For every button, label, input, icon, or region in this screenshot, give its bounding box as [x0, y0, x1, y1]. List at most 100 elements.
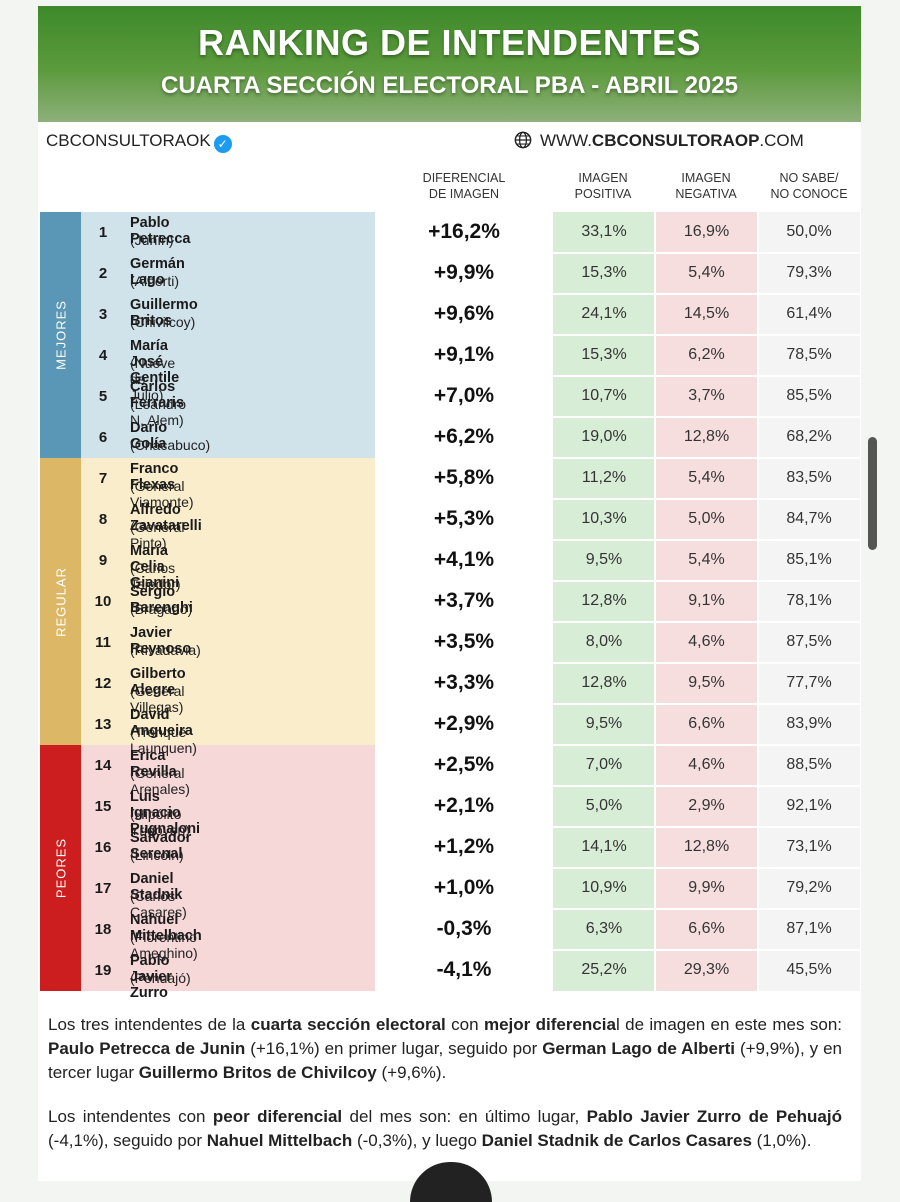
rank-number: 17 [94, 880, 112, 897]
nosabe-column-background [758, 212, 860, 991]
municipality: (Trenque Launquen) [130, 724, 197, 756]
municipality: (Florentino Ameghino) [130, 929, 198, 961]
no-sabe-value: 68,2% [786, 428, 832, 445]
row-divider [553, 826, 860, 828]
image-differential: +2,1% [433, 794, 495, 817]
mayor-name: Salvador Serenal [130, 830, 192, 862]
positive-image-value: 25,2% [581, 961, 627, 978]
row-divider [553, 580, 860, 582]
bold-text: Nahuel Mittelbach [206, 1131, 353, 1150]
bold-text: Pablo Javier Zurro de Pehuajó [586, 1107, 842, 1126]
image-differential: +2,5% [433, 753, 495, 776]
image-differential: -0,3% [436, 917, 492, 940]
mayor-name: Darío Golía [130, 420, 168, 452]
negative-image-value: 9,9% [688, 879, 725, 896]
municipality: (Alberti) [130, 273, 180, 289]
municipality: (General Pinto) [130, 519, 185, 551]
group-background [81, 458, 375, 745]
municipality: (Junín) [130, 232, 174, 248]
header-banner: RANKING DE INTENDENTES CUARTA SECCIÓN EL… [38, 6, 861, 122]
no-sabe-value: 78,5% [786, 346, 832, 363]
no-sabe-value: 73,1% [786, 838, 832, 855]
no-sabe-value: 61,4% [786, 305, 832, 322]
mayor-name: Franco Flexas [130, 461, 179, 493]
municipality: (Rivadavia) [130, 642, 201, 658]
text-segment: l de imagen en este mes son: [615, 1015, 842, 1034]
municipality: (Carlos Tejedor) [130, 560, 181, 592]
mayor-name: Alfredo Zavatarelli [130, 502, 202, 534]
rank-number: 3 [98, 306, 108, 323]
rank-number: 2 [98, 265, 108, 282]
page-title: RANKING DE INTENDENTES [197, 22, 702, 63]
municipality: (Lincoln) [130, 847, 184, 863]
rank-number: 7 [98, 470, 108, 487]
municipality: (Chivilcoy) [130, 314, 196, 330]
negative-image-value: 4,6% [688, 633, 725, 650]
no-sabe-value: 85,1% [786, 551, 832, 568]
mayor-name: Gilberto Alegre [130, 666, 186, 698]
mayor-name: María José Gentile [130, 338, 180, 386]
bold-text: cuarta sección electoral [250, 1015, 446, 1034]
positive-image-value: 24,1% [581, 305, 627, 322]
column-header-no-sabe: NO SABE/ NO CONOCE [770, 171, 848, 201]
negative-image-value: 5,4% [688, 264, 725, 281]
negative-image-value: 5,0% [688, 510, 725, 527]
municipality: (Hipólito Yrigoyen) [130, 806, 190, 838]
group-label: REGULAR [53, 566, 68, 637]
row-divider [553, 867, 860, 869]
negative-image-value: 29,3% [683, 961, 730, 978]
rank-number: 9 [98, 552, 108, 569]
text-segment: (+16,1%) en primer lugar, seguido por [245, 1039, 543, 1058]
scrollbar-thumb[interactable] [868, 437, 877, 550]
row-divider [553, 293, 860, 295]
image-differential: +9,9% [433, 261, 495, 284]
image-differential: +16,2% [428, 220, 500, 243]
positive-image-value: 6,3% [585, 920, 623, 937]
bold-text: peor diferencial [212, 1107, 343, 1126]
no-sabe-value: 88,5% [786, 756, 832, 773]
website-link[interactable]: WWW.CBCONSULTORAOP.COM [514, 131, 804, 151]
summary-best-paragraph: Los tres intendentes de la cuarta secció… [48, 1013, 842, 1085]
positive-column-background [553, 212, 655, 991]
no-sabe-value: 84,7% [786, 510, 832, 527]
mayor-name: Luis Ignacio Pugnaloni [130, 789, 201, 837]
municipality: (General Villegas) [130, 683, 185, 715]
positive-image-value: 12,8% [581, 674, 627, 691]
negative-image-value: 6,2% [688, 346, 725, 363]
negative-image-value: 5,4% [688, 469, 725, 486]
negative-image-value: 5,4% [688, 551, 725, 568]
row-divider [553, 908, 860, 910]
image-differential: +4,1% [433, 548, 495, 571]
text-segment: Los tres intendentes de la [48, 1015, 251, 1034]
row-divider [553, 498, 860, 500]
row-divider [553, 252, 860, 254]
positive-image-value: 10,7% [581, 387, 627, 404]
no-sabe-value: 92,1% [786, 797, 832, 814]
column-divider [757, 212, 759, 991]
negative-image-value: 4,6% [688, 756, 725, 773]
rank-number: 10 [94, 593, 112, 610]
positive-image-value: 15,3% [581, 264, 627, 281]
positive-image-value: 19,0% [581, 428, 627, 445]
rank-number: 5 [98, 388, 108, 405]
negative-column-background [655, 212, 758, 991]
no-sabe-value: 87,5% [786, 633, 832, 650]
no-sabe-value: 79,2% [786, 879, 832, 896]
bold-text: Daniel Stadnik de Carlos Casares [481, 1131, 752, 1150]
row-divider [553, 785, 860, 787]
positive-image-value: 11,2% [581, 469, 627, 486]
negative-image-value: 6,6% [688, 920, 725, 937]
negative-image-value: 9,5% [688, 674, 725, 691]
image-differential: +3,5% [433, 630, 495, 653]
brand-handle[interactable]: CBCONSULTORAOK ✓ [46, 131, 232, 153]
bold-text: Guillermo Britos de Chivilcoy [138, 1063, 377, 1082]
row-divider [553, 416, 860, 418]
row-divider [553, 744, 860, 746]
municipality: (General Viamonte) [130, 478, 194, 510]
rank-number: 4 [98, 347, 108, 364]
column-header-negativa: IMAGEN NEGATIVA [675, 171, 737, 201]
mayor-name: Germán Lago [130, 256, 185, 288]
rank-number: 1 [98, 224, 108, 241]
page-subtitle: CUARTA SECCIÓN ELECTORAL PBA - ABRIL 202… [161, 72, 738, 99]
row-divider [553, 457, 860, 459]
